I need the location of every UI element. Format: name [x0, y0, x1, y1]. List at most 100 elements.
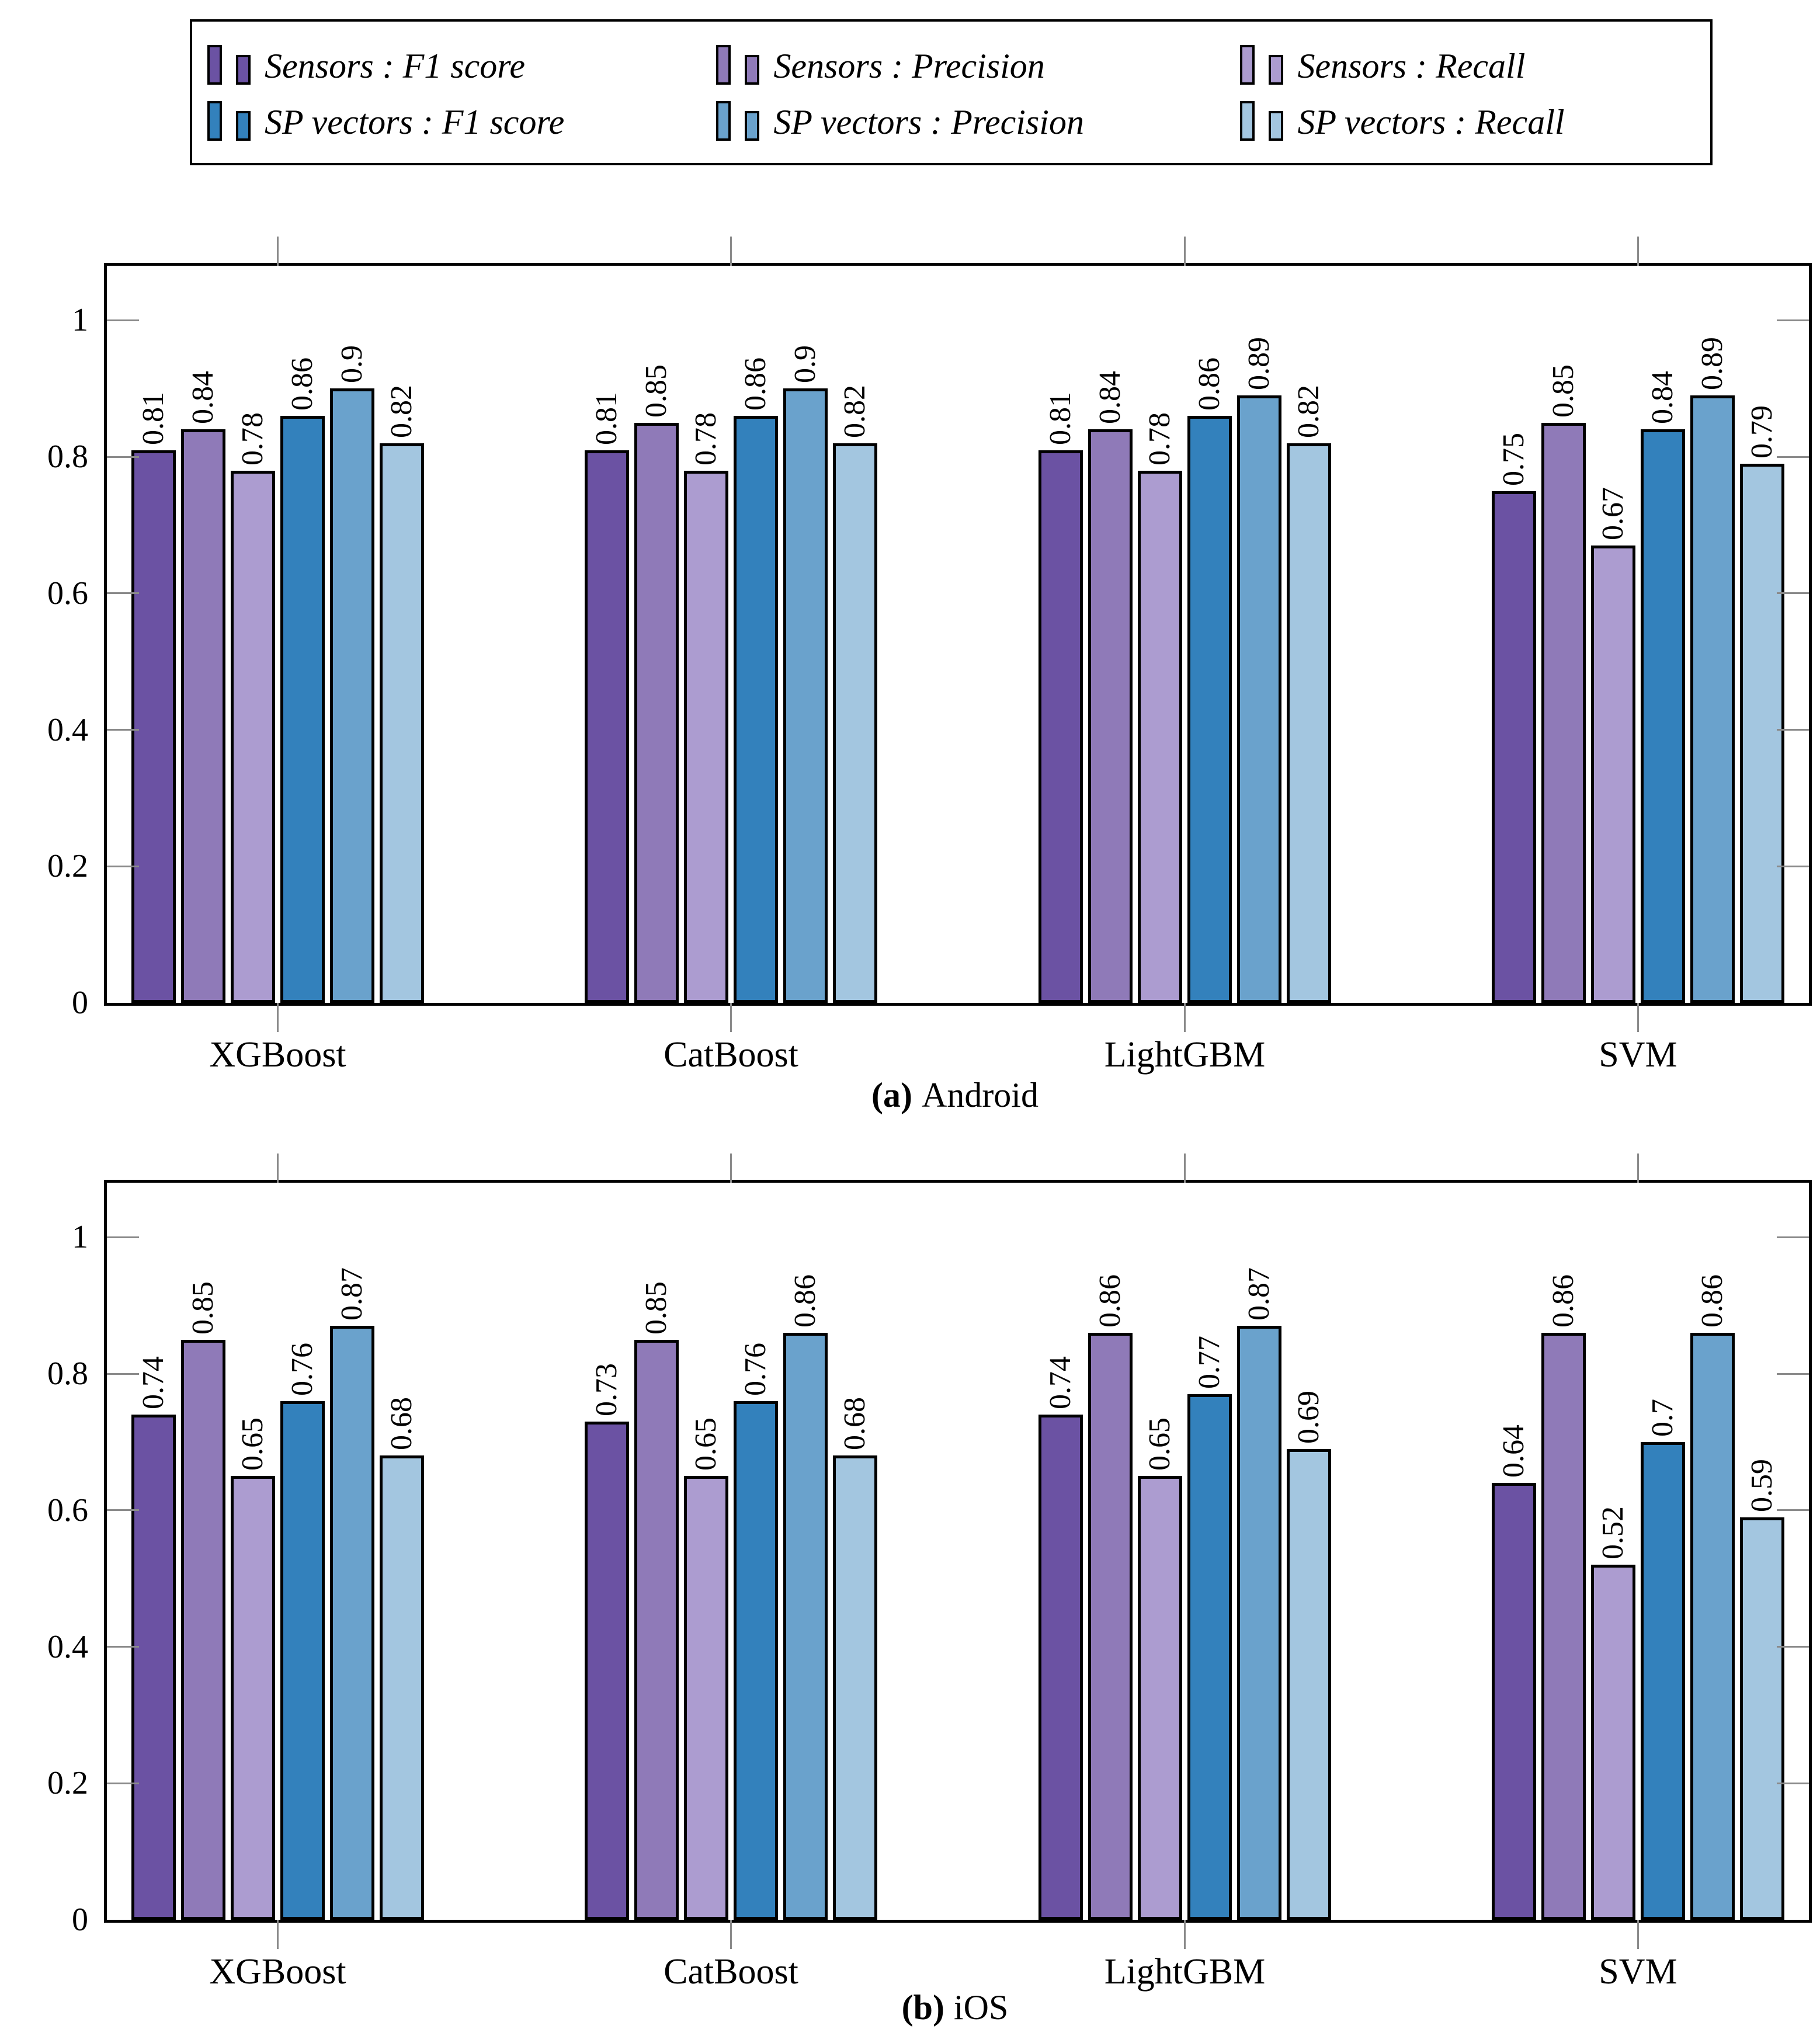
x-tick-mark-bottom — [730, 1920, 732, 1949]
legend-entry-label: Sensors : F1 score — [265, 47, 526, 85]
bar-value-label: 0.73 — [590, 1363, 624, 1416]
legend-swatch-bar — [1240, 101, 1255, 141]
legend-entry: SP vectors : Precision — [716, 100, 1240, 141]
bar: 0.86 — [1187, 357, 1232, 1003]
x-category-label: SVM — [1599, 1952, 1677, 1992]
legend-swatch-bar — [1269, 55, 1284, 85]
legend-entry: SP vectors : F1 score — [207, 100, 716, 141]
bar: 0.73 — [585, 1363, 630, 1920]
bar: 0.82 — [380, 385, 424, 1003]
bar-value-label: 0.86 — [1192, 357, 1226, 411]
caption-text: Android — [921, 1076, 1038, 1114]
bar-group-catboost: 0.81 0.85 0.78 0.86 0.9 0.82 — [585, 345, 878, 1003]
caption-android: (a) Android — [104, 1076, 1806, 1114]
bar: 0.87 — [330, 1267, 374, 1920]
bar: 0.81 — [585, 392, 630, 1003]
bar-group-lightgbm: 0.81 0.84 0.78 0.86 0.89 0.82 — [1038, 337, 1331, 1003]
bar-value-label: 0.65 — [689, 1417, 723, 1471]
y-tick-mark — [1777, 865, 1809, 867]
bar: 0.81 — [1038, 392, 1083, 1003]
bar-group-svm: 0.64 0.86 0.52 0.7 0.86 0.59 — [1491, 1274, 1784, 1920]
bar-value-label: 0.85 — [1546, 364, 1580, 418]
bar: 0.68 — [380, 1397, 424, 1920]
plot-area-android: 0.81 0.84 0.78 0.86 0.9 0.82 0.81 0.85 0.78 0.86 0… — [47, 237, 1812, 1075]
bar-value-label: 0.64 — [1496, 1425, 1530, 1478]
bar: 0.52 — [1590, 1506, 1635, 1920]
y-tick-mark — [107, 456, 139, 458]
legend-swatch-bar — [236, 111, 251, 141]
x-tick-mark-bottom — [1184, 1920, 1186, 1949]
bar-value-label: 0.81 — [137, 391, 170, 445]
y-tick-mark — [107, 319, 139, 321]
bar-group-svm: 0.75 0.85 0.67 0.84 0.89 0.79 — [1491, 337, 1784, 1003]
bar-value-label: 0.82 — [838, 384, 872, 438]
legend-entry-label: SP vectors : Precision — [773, 103, 1084, 141]
y-tick-mark — [1777, 1236, 1809, 1238]
bar: 0.85 — [634, 1281, 679, 1920]
legend-swatch-bar — [745, 55, 760, 85]
x-tick-mark-bottom — [1637, 1920, 1639, 1949]
bar: 0.78 — [1137, 412, 1182, 1003]
bar-value-label: 0.86 — [1093, 1274, 1127, 1328]
y-tick-label: 0.6 — [47, 575, 88, 612]
y-tick-label: 0.2 — [47, 848, 88, 885]
x-tick-mark-top — [730, 237, 732, 266]
bar: 0.84 — [1088, 371, 1133, 1003]
bar: 0.79 — [1739, 405, 1784, 1003]
bar: 0.89 — [1690, 337, 1735, 1003]
bar-value-label: 0.85 — [186, 1281, 220, 1335]
legend-swatch-bar — [236, 55, 251, 85]
y-tick-mark — [1777, 456, 1809, 458]
y-tick-mark — [1777, 1782, 1809, 1784]
legend-swatch-bar — [716, 45, 731, 85]
x-tick-mark-top — [1637, 237, 1639, 266]
bar: 0.81 — [131, 392, 176, 1003]
bar-value-label: 0.74 — [137, 1356, 170, 1410]
bar: 0.59 — [1739, 1459, 1784, 1920]
bar: 0.82 — [833, 385, 878, 1003]
legend-swatch-icon — [207, 44, 252, 85]
legend-entry: Sensors : Recall — [1240, 44, 1704, 85]
bar-value-label: 0.69 — [1291, 1390, 1325, 1444]
bar-group-catboost: 0.73 0.85 0.65 0.76 0.86 0.68 — [585, 1274, 878, 1920]
bar-value-label: 0.78 — [236, 412, 269, 465]
legend-swatch-icon — [716, 44, 760, 85]
x-tick-mark-bottom — [1637, 1003, 1639, 1032]
legend-swatch-icon — [716, 100, 760, 141]
bar-value-label: 0.78 — [689, 412, 723, 465]
bar: 0.77 — [1187, 1336, 1232, 1920]
x-tick-mark-top — [277, 1154, 279, 1183]
bar-group-xgboost: 0.74 0.85 0.65 0.76 0.87 0.68 — [131, 1267, 424, 1920]
y-tick-label: 0.8 — [47, 1356, 88, 1392]
bar: 0.74 — [131, 1356, 176, 1920]
bar-value-label: 0.9 — [335, 345, 369, 384]
bar: 0.9 — [783, 345, 828, 1003]
bar-value-label: 0.75 — [1496, 432, 1530, 486]
x-tick-mark-top — [730, 1154, 732, 1183]
bar: 0.78 — [684, 412, 729, 1003]
y-tick-mark — [1777, 592, 1809, 595]
bar: 0.7 — [1640, 1399, 1685, 1920]
y-tick-label: 0 — [72, 985, 88, 1021]
bar: 0.69 — [1286, 1391, 1331, 1920]
bar-value-label: 0.68 — [838, 1397, 872, 1451]
bar: 0.9 — [330, 345, 374, 1003]
bar-value-label: 0.87 — [335, 1267, 369, 1321]
x-category-label: LightGBM — [1104, 1035, 1266, 1075]
bar-value-label: 0.9 — [789, 345, 822, 384]
bar-value-label: 0.65 — [236, 1417, 269, 1471]
legend-entry: Sensors : F1 score — [207, 44, 716, 85]
bar: 0.82 — [1286, 385, 1331, 1003]
legend-entry: Sensors : Precision — [716, 44, 1240, 85]
legend-swatch-bar — [207, 45, 222, 85]
legend-swatch-bar — [1240, 45, 1255, 85]
bar: 0.65 — [684, 1417, 729, 1920]
bar: 0.86 — [783, 1274, 828, 1920]
bar: 0.74 — [1038, 1356, 1083, 1920]
legend-swatch-icon — [1240, 44, 1284, 85]
bar-value-label: 0.89 — [1695, 337, 1729, 391]
bar-value-label: 0.89 — [1242, 337, 1276, 391]
y-tick-mark — [107, 1782, 139, 1784]
bar-value-label: 0.76 — [286, 1342, 319, 1396]
bar: 0.76 — [280, 1343, 325, 1920]
